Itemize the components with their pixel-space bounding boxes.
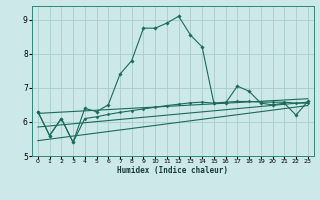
X-axis label: Humidex (Indice chaleur): Humidex (Indice chaleur): [117, 166, 228, 175]
